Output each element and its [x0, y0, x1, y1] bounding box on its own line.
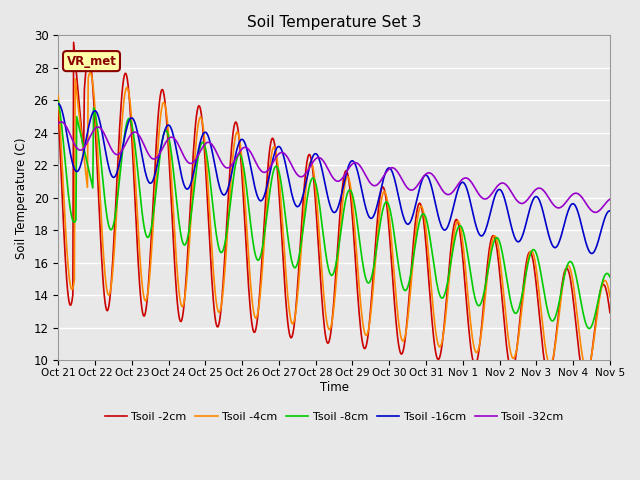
- Tsoil -8cm: [54, 98, 62, 104]
- Tsoil -2cm: [70, 39, 77, 45]
- Tsoil -2cm: [582, 378, 589, 384]
- Tsoil -16cm: [65, 139, 72, 145]
- Line: Tsoil -32cm: Tsoil -32cm: [58, 122, 610, 212]
- Tsoil -8cm: [401, 288, 409, 293]
- Tsoil -8cm: [606, 274, 614, 280]
- Tsoil -32cm: [606, 196, 614, 202]
- Tsoil -2cm: [178, 317, 186, 323]
- Tsoil -8cm: [121, 129, 129, 134]
- Tsoil -4cm: [402, 330, 410, 336]
- Line: Tsoil -4cm: Tsoil -4cm: [58, 73, 610, 370]
- Tsoil -16cm: [606, 208, 614, 214]
- Tsoil -32cm: [591, 209, 599, 215]
- Tsoil -16cm: [417, 180, 425, 186]
- Tsoil -32cm: [54, 120, 62, 126]
- Tsoil -4cm: [583, 367, 591, 372]
- Tsoil -16cm: [177, 171, 185, 177]
- Y-axis label: Soil Temperature (C): Soil Temperature (C): [15, 137, 28, 259]
- Tsoil -32cm: [207, 141, 215, 146]
- Tsoil -32cm: [58, 119, 65, 125]
- Tsoil -4cm: [86, 70, 94, 76]
- Tsoil -4cm: [65, 265, 72, 271]
- Title: Soil Temperature Set 3: Soil Temperature Set 3: [247, 15, 421, 30]
- Tsoil -2cm: [54, 108, 62, 114]
- Line: Tsoil -2cm: Tsoil -2cm: [58, 42, 610, 381]
- Tsoil -2cm: [402, 330, 410, 336]
- Tsoil -4cm: [54, 93, 62, 98]
- Legend: Tsoil -2cm, Tsoil -4cm, Tsoil -8cm, Tsoil -16cm, Tsoil -32cm: Tsoil -2cm, Tsoil -4cm, Tsoil -8cm, Tsoi…: [100, 408, 568, 426]
- X-axis label: Time: Time: [319, 381, 349, 394]
- Tsoil -16cm: [121, 132, 129, 138]
- Tsoil -8cm: [65, 190, 72, 196]
- Tsoil -32cm: [65, 129, 73, 135]
- Tsoil -4cm: [418, 204, 426, 210]
- Line: Tsoil -8cm: Tsoil -8cm: [58, 101, 610, 328]
- Tsoil -2cm: [65, 293, 72, 299]
- Tsoil -4cm: [178, 303, 186, 309]
- Tsoil -8cm: [206, 179, 214, 184]
- Tsoil -16cm: [54, 101, 62, 107]
- Tsoil -4cm: [207, 232, 215, 238]
- Tsoil -2cm: [606, 310, 614, 315]
- Text: VR_met: VR_met: [67, 55, 116, 68]
- Tsoil -2cm: [122, 71, 130, 76]
- Tsoil -32cm: [122, 141, 130, 146]
- Tsoil -4cm: [122, 86, 130, 92]
- Line: Tsoil -16cm: Tsoil -16cm: [58, 104, 610, 253]
- Tsoil -2cm: [207, 263, 215, 268]
- Tsoil -32cm: [178, 149, 186, 155]
- Tsoil -8cm: [177, 233, 185, 239]
- Tsoil -16cm: [588, 251, 595, 256]
- Tsoil -8cm: [586, 325, 593, 331]
- Tsoil -16cm: [206, 140, 214, 145]
- Tsoil -32cm: [402, 183, 410, 189]
- Tsoil -8cm: [417, 213, 425, 219]
- Tsoil -4cm: [606, 294, 614, 300]
- Tsoil -16cm: [401, 218, 409, 224]
- Tsoil -2cm: [418, 206, 426, 212]
- Tsoil -32cm: [418, 176, 426, 181]
